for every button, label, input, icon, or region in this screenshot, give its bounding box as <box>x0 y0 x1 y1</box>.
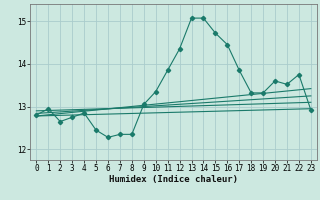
X-axis label: Humidex (Indice chaleur): Humidex (Indice chaleur) <box>109 175 238 184</box>
